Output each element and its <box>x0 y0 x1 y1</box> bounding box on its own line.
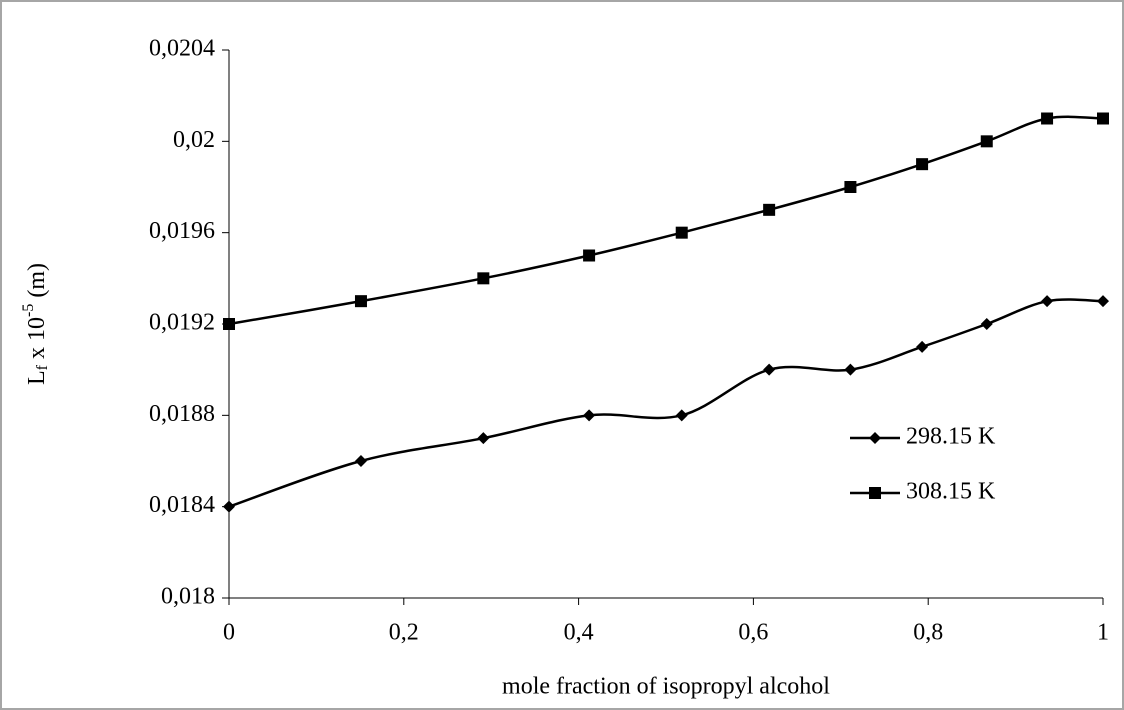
x-tick-label: 0,2 <box>389 620 419 646</box>
marker <box>980 318 993 330</box>
marker <box>675 409 688 422</box>
marker <box>1041 295 1054 308</box>
y-axis-label: Lf x 10-5 (m) <box>20 263 51 385</box>
marker <box>583 249 596 262</box>
y-tick-label: 0,0204 <box>149 36 215 62</box>
y-label-part: (m) <box>24 263 50 304</box>
y-tick-label: 0,0188 <box>149 401 215 427</box>
marker <box>477 272 490 285</box>
y-label-sup: -5 <box>20 304 37 317</box>
x-tick-label: 0,8 <box>913 620 943 646</box>
y-label-sub: f <box>34 364 51 370</box>
x-tick-label: 1 <box>1097 620 1109 646</box>
y-tick-label: 0,0184 <box>149 492 215 518</box>
x-tick-label: 0,6 <box>738 620 768 646</box>
x-axis-label: mole fraction of isopropyl alcohol <box>502 674 830 700</box>
marker <box>583 409 596 422</box>
marker <box>1097 112 1109 125</box>
marker <box>844 363 857 376</box>
y-tick-label: 0,0196 <box>149 218 215 244</box>
x-tick-label: 0 <box>223 620 235 646</box>
marker <box>354 295 367 308</box>
marker <box>354 455 367 467</box>
marker <box>223 500 235 513</box>
marker <box>916 340 929 353</box>
marker <box>1041 112 1054 125</box>
marker <box>763 363 776 376</box>
marker <box>844 181 857 193</box>
x-tick-label: 0,4 <box>564 620 594 646</box>
y-tick-label: 0,02 <box>173 127 215 153</box>
marker <box>869 432 881 444</box>
y-tick-label: 0,0192 <box>149 310 215 336</box>
y-label-part: L <box>24 370 50 385</box>
marker <box>869 487 881 499</box>
y-tick-label: 0,018 <box>161 584 215 610</box>
legend-label: 298.15 K <box>906 424 996 450</box>
marker <box>916 158 929 171</box>
marker <box>980 135 993 148</box>
marker <box>763 203 776 216</box>
marker <box>477 432 490 445</box>
marker <box>223 318 235 330</box>
marker <box>1097 295 1109 308</box>
marker <box>675 226 688 239</box>
legend-label: 308.15 K <box>906 479 996 505</box>
y-label-part: x 10 <box>24 317 50 365</box>
